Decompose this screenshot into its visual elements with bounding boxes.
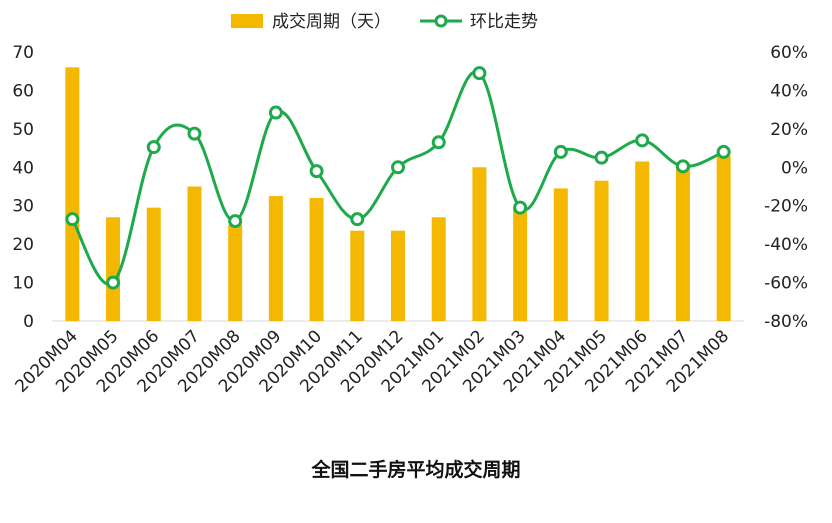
chart-caption: 全国二手房平均成交周期 bbox=[311, 459, 521, 481]
line-point bbox=[146, 140, 161, 155]
legend-line-marker bbox=[434, 14, 448, 28]
right-tick-label: -40% bbox=[764, 235, 808, 255]
line-point bbox=[553, 144, 568, 159]
bar bbox=[472, 167, 487, 321]
left-tick-label: 10 bbox=[12, 274, 34, 294]
left-tick-label: 0 bbox=[23, 312, 34, 332]
bar bbox=[65, 67, 80, 321]
bar bbox=[350, 230, 365, 321]
legend-bar-swatch bbox=[231, 14, 263, 28]
right-tick-label: 20% bbox=[770, 120, 808, 140]
legend-line-label: 环比走势 bbox=[470, 12, 538, 32]
bar bbox=[431, 217, 446, 321]
left-tick-label: 50 bbox=[12, 120, 34, 140]
bar bbox=[106, 217, 121, 321]
bar bbox=[513, 209, 528, 321]
line-point bbox=[431, 135, 446, 150]
line-point bbox=[187, 126, 202, 141]
line-point bbox=[268, 105, 283, 120]
bar bbox=[268, 196, 283, 321]
bar bbox=[187, 186, 202, 321]
x-axis: 2020M042020M052020M062020M072020M082020M… bbox=[11, 326, 733, 396]
bar bbox=[391, 230, 405, 321]
right-tick-label: 40% bbox=[770, 81, 808, 101]
left-tick-label: 20 bbox=[12, 235, 34, 255]
line-point bbox=[106, 275, 121, 290]
line-point bbox=[309, 164, 324, 179]
right-axis: -80% -60% -40% -20% 0% 20% 40% 60% bbox=[764, 43, 808, 332]
left-tick-label: 60 bbox=[12, 81, 34, 101]
line-point bbox=[513, 200, 528, 215]
left-axis: 0 10 20 30 40 50 60 70 bbox=[12, 43, 34, 332]
bar bbox=[635, 161, 650, 321]
line-point bbox=[350, 212, 365, 227]
right-tick-label: 0% bbox=[781, 158, 808, 178]
bar bbox=[553, 188, 568, 321]
left-tick-label: 30 bbox=[12, 197, 34, 217]
right-tick-label: -20% bbox=[764, 197, 808, 217]
line-point bbox=[391, 160, 405, 175]
line-point bbox=[65, 212, 80, 227]
bar bbox=[146, 207, 161, 321]
bar bbox=[716, 155, 731, 321]
bar bbox=[228, 224, 243, 321]
bar-series bbox=[65, 67, 731, 321]
right-tick-label: -60% bbox=[764, 274, 808, 294]
line-series-markers bbox=[65, 66, 731, 290]
left-tick-label: 40 bbox=[12, 158, 34, 178]
legend-bar-label: 成交周期（天） bbox=[272, 12, 391, 32]
bar bbox=[675, 163, 690, 321]
line-point bbox=[635, 133, 650, 148]
line-point bbox=[675, 159, 690, 174]
line-point bbox=[472, 66, 487, 81]
right-tick-label: -80% bbox=[764, 312, 808, 332]
bar bbox=[309, 198, 324, 321]
left-tick-label: 70 bbox=[12, 43, 34, 63]
legend: 成交周期（天） 环比走势 bbox=[231, 12, 538, 32]
line-point bbox=[594, 150, 609, 165]
right-tick-label: 60% bbox=[770, 43, 808, 63]
bar bbox=[594, 180, 609, 321]
line-point bbox=[716, 144, 731, 159]
line-point bbox=[228, 214, 243, 229]
